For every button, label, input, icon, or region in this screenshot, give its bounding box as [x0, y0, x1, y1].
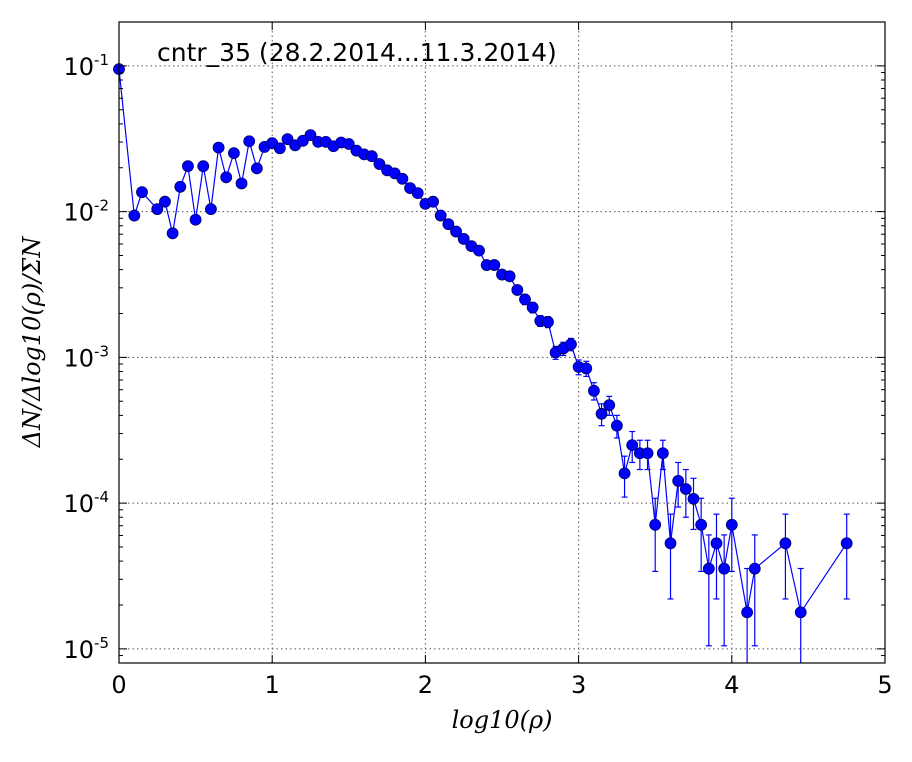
- y-tick-label: 10-4: [63, 488, 109, 518]
- data-point: [365, 150, 378, 163]
- x-tick-label: 4: [724, 671, 739, 699]
- data-point: [159, 195, 171, 208]
- y-tick-label: 10-2: [63, 197, 109, 227]
- series-line-group: [118, 69, 848, 614]
- data-point: [565, 338, 577, 351]
- data-point: [542, 316, 554, 328]
- data-point: [227, 147, 240, 160]
- data-point: [434, 209, 447, 222]
- data-point: [235, 177, 248, 190]
- data-point: [695, 518, 708, 531]
- data-point: [128, 209, 141, 222]
- data-point: [396, 172, 409, 185]
- data-point: [840, 537, 853, 550]
- data-point: [519, 293, 531, 306]
- data-point: [273, 142, 286, 155]
- data-point: [687, 492, 700, 505]
- data-point: [281, 133, 294, 146]
- data-point: [679, 483, 692, 495]
- data-point: [603, 399, 616, 412]
- data-point: [450, 225, 462, 238]
- data-point: [725, 518, 738, 531]
- x-axis-ticks: 0 1 2 3 4 5: [111, 22, 893, 699]
- data-point: [580, 362, 593, 375]
- x-tick-label: 1: [265, 671, 280, 699]
- data-point: [174, 180, 187, 193]
- data-point: [250, 162, 263, 175]
- data-point: [503, 270, 516, 283]
- error-bars: [116, 67, 850, 663]
- data-point: [442, 218, 455, 231]
- data-point: [342, 138, 355, 150]
- data-point: [427, 195, 439, 208]
- data-point: [649, 518, 662, 531]
- chart-title: cntr_35 (28.2.2014...11.3.2014): [157, 38, 557, 67]
- x-axis-label: log10(ρ): [452, 706, 553, 734]
- data-point: [595, 407, 608, 420]
- data-point: [243, 135, 256, 148]
- grid: [118, 22, 886, 663]
- data-point: [220, 171, 233, 184]
- data-point: [664, 537, 677, 550]
- data-point: [779, 537, 792, 550]
- data-point: [611, 419, 623, 432]
- x-tick-label: 3: [571, 671, 586, 699]
- data-point: [794, 606, 807, 619]
- y-tick-label: 10-5: [63, 634, 109, 664]
- data-point: [748, 562, 761, 575]
- data-point: [626, 439, 639, 452]
- data-point: [618, 467, 631, 480]
- data-point: [136, 186, 148, 199]
- data-point: [304, 129, 317, 141]
- data-point: [205, 203, 217, 216]
- x-tick-label: 5: [877, 671, 892, 699]
- y-axis-ticks: 10-1 10-2 10-3 10-4 10-5: [63, 21, 885, 664]
- markers: [113, 63, 853, 619]
- data-point: [641, 447, 654, 460]
- data-point: [488, 259, 501, 271]
- data-point: [741, 606, 754, 619]
- data-point: [151, 203, 164, 216]
- data-point: [166, 227, 179, 240]
- data-point: [457, 232, 470, 245]
- data-point: [588, 384, 600, 397]
- data-point: [411, 187, 424, 199]
- y-axis-label: ΔN/Δlog10(ρ)/ΣN: [18, 236, 46, 449]
- plot-frame: [118, 21, 886, 664]
- data-point: [702, 562, 715, 575]
- y-tick-label: 10-3: [63, 342, 109, 372]
- x-tick-label: 0: [111, 671, 126, 699]
- y-tick-label: 10-1: [63, 51, 109, 81]
- data-point: [473, 244, 485, 257]
- series-line: [118, 69, 848, 614]
- data-point: [718, 562, 731, 575]
- data-point: [182, 160, 194, 173]
- data-point: [189, 213, 202, 226]
- data-point: [710, 537, 723, 550]
- x-tick-label: 2: [418, 671, 433, 699]
- data-point: [656, 447, 669, 460]
- data-point: [672, 475, 685, 487]
- data-point: [526, 301, 539, 314]
- data-point: [212, 141, 225, 154]
- data-point: [373, 158, 386, 170]
- data-point: [511, 284, 524, 296]
- data-point: [197, 160, 210, 173]
